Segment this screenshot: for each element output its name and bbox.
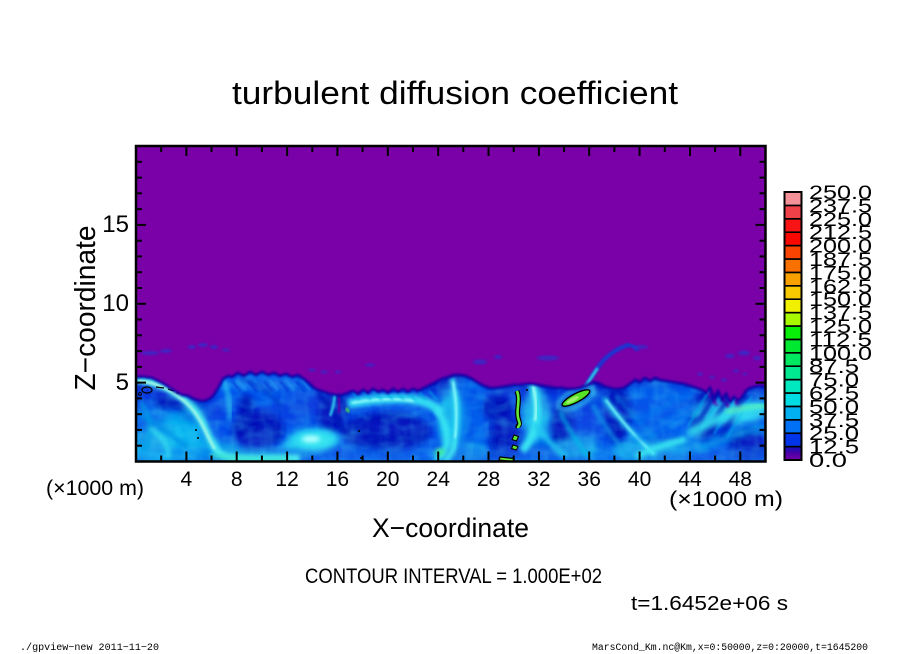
svg-text:24: 24	[427, 468, 451, 491]
svg-text:137.5: 137.5	[809, 303, 872, 325]
svg-text:187.5: 187.5	[809, 249, 872, 271]
svg-text:t=1.6452e+06 s: t=1.6452e+06 s	[631, 593, 788, 615]
svg-text:(×1000 m): (×1000 m)	[46, 477, 144, 500]
svg-text:Z−coordinate: Z−coordinate	[70, 226, 102, 391]
svg-text:8: 8	[231, 468, 243, 491]
svg-text:100.0: 100.0	[809, 343, 872, 365]
svg-text:12: 12	[275, 468, 298, 491]
svg-text:125.0: 125.0	[809, 316, 872, 338]
svg-text:48: 48	[729, 468, 752, 491]
svg-text:36: 36	[578, 468, 601, 491]
svg-text:150.0: 150.0	[809, 289, 872, 311]
svg-text:237.5: 237.5	[809, 195, 872, 217]
svg-text:37.5: 37.5	[809, 410, 859, 432]
svg-text:225.0: 225.0	[809, 209, 872, 231]
svg-text:40: 40	[628, 468, 651, 491]
svg-text:28: 28	[477, 468, 500, 491]
svg-text:(×1000 m): (×1000 m)	[669, 488, 783, 511]
svg-text:4: 4	[181, 468, 193, 491]
svg-text:5: 5	[116, 369, 129, 396]
svg-text:15: 15	[102, 211, 129, 238]
svg-text:16: 16	[326, 468, 349, 491]
svg-text:./gpview−new 2011−11−20: ./gpview−new 2011−11−20	[20, 642, 159, 654]
svg-text:44: 44	[678, 468, 702, 491]
svg-text:CONTOUR INTERVAL = 1.000E+02: CONTOUR INTERVAL = 1.000E+02	[305, 565, 602, 588]
svg-text:75.0: 75.0	[809, 370, 859, 392]
svg-text:X−coordinate: X−coordinate	[372, 513, 529, 543]
svg-text:12.5: 12.5	[809, 437, 859, 459]
svg-text:0.0: 0.0	[809, 450, 847, 472]
svg-text:MarsCond_Km.nc@Km,x=0:50000,z=: MarsCond_Km.nc@Km,x=0:50000,z=0:20000,t=…	[592, 642, 868, 654]
svg-text:62.5: 62.5	[809, 383, 859, 405]
svg-text:212.5: 212.5	[809, 222, 872, 244]
svg-text:112.5: 112.5	[809, 329, 872, 351]
svg-text:250.0: 250.0	[809, 182, 872, 204]
svg-text:200.0: 200.0	[809, 236, 872, 258]
svg-text:175.0: 175.0	[809, 262, 872, 284]
svg-text:10: 10	[102, 290, 129, 317]
svg-text:87.5: 87.5	[809, 356, 859, 378]
svg-text:162.5: 162.5	[809, 276, 872, 298]
svg-text:25.0: 25.0	[809, 423, 859, 445]
svg-text:50.0: 50.0	[809, 396, 859, 418]
svg-text:32: 32	[527, 468, 550, 491]
svg-text:turbulent diffusion coefficien: turbulent diffusion coefficient	[232, 75, 678, 111]
svg-text:20: 20	[376, 468, 399, 491]
